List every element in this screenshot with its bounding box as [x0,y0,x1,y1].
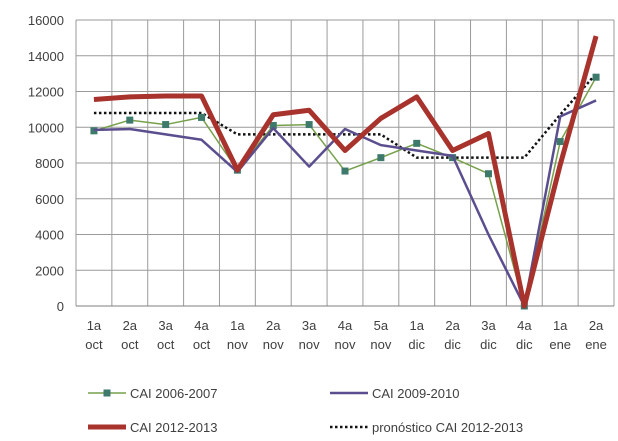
x-tick-label-bottom: nov [263,337,284,352]
x-tick-label-top: 4a [338,318,353,333]
x-tick-label-top: 1a [230,318,245,333]
data-point-cai-2006-2007 [377,154,385,162]
legend-label: CAI 2006-2007 [130,386,217,401]
legend-marker [103,389,111,397]
data-point-cai-2006-2007 [413,139,421,147]
x-tick-label-bottom: nov [335,337,356,352]
x-tick-label-top: 2a [266,318,281,333]
x-tick-label-bottom: ene [585,337,607,352]
legend-label: CAI 2012-2013 [130,420,217,435]
y-tick-label: 10000 [28,120,64,135]
x-tick-label-bottom: oct [193,337,211,352]
x-tick-label-top: 1a [409,318,424,333]
x-tick-label-top: 1a [553,318,568,333]
y-tick-label: 12000 [28,85,64,100]
x-tick-label-bottom: nov [370,337,391,352]
y-tick-label: 16000 [28,13,64,28]
x-tick-label-bottom: dic [408,337,425,352]
y-tick-label: 4000 [35,228,64,243]
x-tick-label-bottom: ene [549,337,571,352]
x-tick-label-bottom: dic [516,337,533,352]
data-point-cai-2006-2007 [484,170,492,178]
x-tick-label-bottom: oct [121,337,139,352]
data-point-cai-2006-2007 [269,121,277,129]
series-line-cai-2006-2007 [93,76,597,307]
y-tick-label: 14000 [28,49,64,64]
x-tick-label-top: 3a [481,318,496,333]
x-tick-label-top: 4a [194,318,209,333]
data-point-cai-2006-2007 [341,167,349,175]
x-tick-label-top: 2a [123,318,138,333]
x-tick-label-top: 3a [302,318,317,333]
x-tick-label-top: 3a [158,318,173,333]
legend-label: pronóstico CAI 2012-2013 [372,420,523,435]
series-line-cai-2012-2013 [93,35,599,309]
data-point-cai-2006-2007 [162,121,170,129]
x-tick-label-bottom: oct [157,337,175,352]
x-tick-label-top: 2a [445,318,460,333]
data-point-cai-2006-2007 [90,127,98,135]
x-tick-label-bottom: nov [227,337,248,352]
series-line-pronostico [93,72,598,159]
legend-label: CAI 2009-2010 [372,386,459,401]
x-tick-label-top: 2a [589,318,604,333]
x-tick-label-bottom: nov [299,337,320,352]
y-axis: 0 2000 4000 6000 8000 10000 12000 14000 16000 [28,13,64,314]
data-point-cai-2006-2007 [556,138,564,146]
x-tick-label-top: 4a [517,318,532,333]
y-tick-label: 6000 [35,192,64,207]
x-tick-label-top: 1a [87,318,102,333]
x-tick-label-bottom: dic [444,337,461,352]
data-point-cai-2006-2007 [126,116,134,124]
x-tick-label-bottom: oct [85,337,103,352]
x-tick-label-bottom: dic [480,337,497,352]
y-tick-label: 0 [57,299,64,314]
y-tick-label: 2000 [35,263,64,278]
series-line-cai-2009-2010 [93,99,597,308]
x-tick-label-top: 5a [374,318,389,333]
data-point-cai-2006-2007 [305,121,313,129]
x-axis: 1a oct 2a oct 3a oct 4a oct 1a nov 2a nov 3a nov 4a nov… [76,305,614,352]
data-point-cai-2006-2007 [198,113,206,121]
series-lines [90,35,600,310]
legend: CAI 2006-2007 CAI 2009-2010 CAI 2012-2013 p… [88,386,523,435]
data-point-cai-2006-2007 [592,73,600,81]
y-tick-label: 8000 [35,156,64,171]
